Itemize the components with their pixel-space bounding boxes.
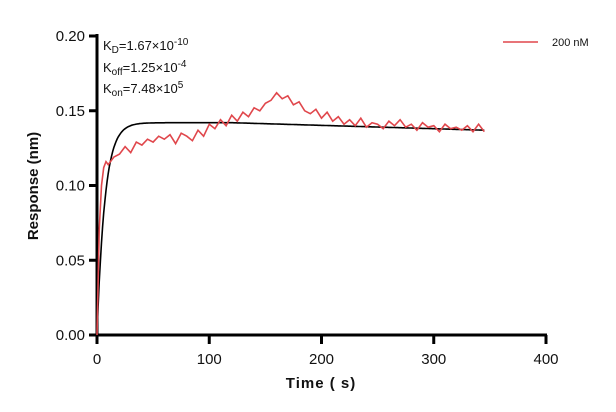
fit-curve: [96, 121, 485, 336]
y-tick-label: 0.05: [56, 252, 85, 269]
x-tick-label: 300: [421, 351, 446, 368]
series-line-200nM: [96, 91, 485, 336]
x-tick-label: 400: [533, 351, 558, 368]
koff-annotation: Koff=1.25×10-4: [103, 59, 187, 78]
x-tick-label: 0: [93, 351, 101, 368]
y-tick-label: 0.15: [56, 103, 85, 120]
x-axis-label: Time ( s): [286, 375, 356, 392]
kon-annotation: Kon=7.48×105: [103, 80, 184, 99]
y-tick-label: 0.20: [56, 28, 85, 45]
kinetic-annotations: KD=1.67×10-10 Koff=1.25×10-4 Kon=7.48×10…: [103, 37, 189, 99]
legend: 200 nM: [503, 37, 589, 49]
legend-label: 200 nM: [552, 37, 589, 49]
y-axis-label: Response (nm): [25, 132, 42, 240]
kd-annotation: KD=1.67×10-10: [103, 37, 189, 56]
x-tick-label: 100: [197, 351, 222, 368]
y-tick-label: 0.10: [56, 178, 85, 195]
x-tick-label: 200: [309, 351, 334, 368]
y-tick-label: 0.00: [56, 327, 85, 344]
